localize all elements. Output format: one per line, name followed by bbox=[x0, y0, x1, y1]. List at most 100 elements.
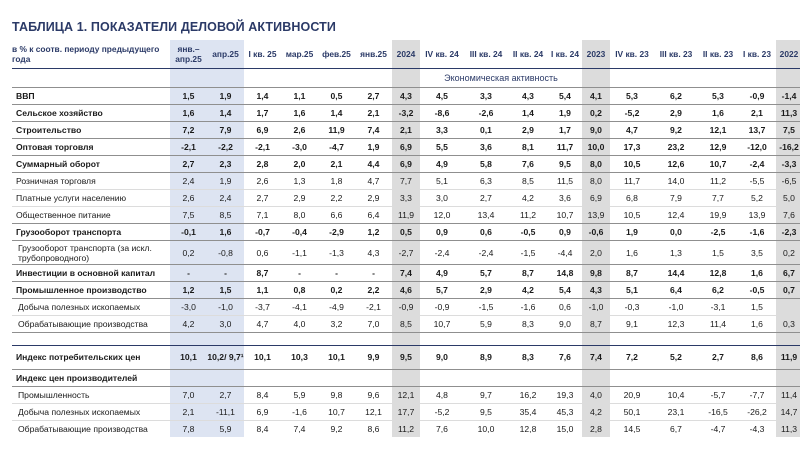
row-label: Промышленность bbox=[12, 386, 170, 404]
table-cell: 7,8 bbox=[170, 420, 207, 437]
table-cell: 8,7 bbox=[610, 264, 654, 282]
table-cell: 1,9 bbox=[207, 87, 244, 105]
table-cell: -2,4 bbox=[738, 155, 776, 173]
table-cell: 23,2 bbox=[654, 138, 698, 156]
table-row: Инвестиции в основной капитал - -8,7- - -7,4… bbox=[12, 264, 800, 282]
table-cell: 8,5 bbox=[392, 315, 420, 333]
table-cell: 12,4 bbox=[654, 206, 698, 224]
table-cell: 8,1 bbox=[508, 138, 548, 156]
table-cell: 4,0 bbox=[281, 315, 318, 333]
table-cell: 2,2 bbox=[318, 189, 355, 207]
table-cell: 4,2 bbox=[508, 189, 548, 207]
table-cell: 2,7 bbox=[698, 345, 738, 370]
table-cell: 0,5 bbox=[392, 223, 420, 241]
table-cell: 1,6 bbox=[207, 223, 244, 241]
table-cell bbox=[392, 369, 420, 387]
table-cell: 8,3 bbox=[508, 345, 548, 370]
table-row: Строительство 7,2 7,9 6,9 2,6 11,9 7,4 2,1 3,3 0,… bbox=[12, 121, 800, 139]
table-cell: -1,5 bbox=[464, 298, 508, 316]
table-cell: 1,9 bbox=[610, 223, 654, 241]
table-cell: 2,6 bbox=[244, 172, 281, 190]
table-cell bbox=[244, 369, 281, 387]
table-row: Индекс цен производителей bbox=[12, 369, 800, 387]
row-label: Индекс цен производителей bbox=[12, 369, 170, 387]
table-cell: 8,4 bbox=[244, 386, 281, 404]
table-cell: 8,7 bbox=[582, 315, 610, 333]
table-cell: -5,5 bbox=[738, 172, 776, 190]
table-cell: 5,7 bbox=[420, 281, 464, 299]
row-label: Грузооборот транспорта (за искл. трубопр… bbox=[12, 240, 170, 265]
table-cell: 35,4 bbox=[508, 403, 548, 421]
table-cell: 7,2 bbox=[610, 345, 654, 370]
table-row: Грузооборот транспорта -0,1 1,6 -0,7 -0,4 -2,… bbox=[12, 223, 800, 241]
table-cell: 5,4 bbox=[548, 281, 582, 299]
table-cell: 9,8 bbox=[582, 264, 610, 282]
table-cell: 2,4 bbox=[207, 189, 244, 207]
table-cell: 7,5 bbox=[170, 206, 207, 224]
section-title: Экономическая активность bbox=[420, 68, 582, 88]
table-cell: 5,0 bbox=[776, 189, 800, 207]
table-cell: 4,1 bbox=[582, 87, 610, 105]
row-label: Строительство bbox=[12, 121, 170, 139]
col-header: фев.25 bbox=[318, 40, 355, 69]
table-cell: 4,3 bbox=[355, 240, 392, 265]
table-cell: 9,8 bbox=[318, 386, 355, 404]
table-cell: 10,1 bbox=[170, 345, 207, 370]
table-cell: 0,6 bbox=[244, 240, 281, 265]
table-cell: 19,9 bbox=[698, 206, 738, 224]
table-cell: 5,2 bbox=[738, 189, 776, 207]
col-header: I кв. 25 bbox=[244, 40, 281, 69]
table-cell: 9,9 bbox=[355, 345, 392, 370]
table-cell: -2,9 bbox=[318, 223, 355, 241]
table-cell: -1,0 bbox=[582, 298, 610, 316]
table-row: Платные услуги населению 2,6 2,4 2,7 2,9 2,2 2… bbox=[12, 189, 800, 207]
col-header: 2024 bbox=[392, 40, 420, 69]
table-cell: 6,4 bbox=[355, 206, 392, 224]
table-cell: 5,1 bbox=[420, 172, 464, 190]
table-cell: 19,3 bbox=[548, 386, 582, 404]
table-cell: 8,9 bbox=[464, 345, 508, 370]
table-cell: 6,7 bbox=[776, 264, 800, 282]
row-label: Платные услуги населению bbox=[12, 189, 170, 207]
table-cell: -1,5 bbox=[508, 240, 548, 265]
table-cell: 5,4 bbox=[548, 87, 582, 105]
table-cell: 1,7 bbox=[244, 104, 281, 122]
table-cell: -0,1 bbox=[170, 223, 207, 241]
table-cell: 13,9 bbox=[738, 206, 776, 224]
table-row: Оптовая торговля -2,1 -2,2 -2,1 -3,0 -4,7 1,9 6… bbox=[12, 138, 800, 156]
table-cell: 2,4 bbox=[170, 172, 207, 190]
table-cell: -1,0 bbox=[654, 298, 698, 316]
table-cell: -0,5 bbox=[508, 223, 548, 241]
table-cell: 10,7 bbox=[698, 155, 738, 173]
table-cell: 6,6 bbox=[318, 206, 355, 224]
table-cell: 1,4 bbox=[508, 104, 548, 122]
table-cell: 2,8 bbox=[244, 155, 281, 173]
table-cell: 11,4 bbox=[698, 315, 738, 333]
table-cell: 2,1 bbox=[355, 104, 392, 122]
table-cell: 1,4 bbox=[318, 104, 355, 122]
table-cell: 8,7 bbox=[244, 264, 281, 282]
table-cell bbox=[420, 369, 464, 387]
table-body: Экономическая активность ВВП 1,5 1,9 1,4 1,1… bbox=[12, 68, 800, 437]
table-cell: -8,6 bbox=[420, 104, 464, 122]
table-cell: 8,6 bbox=[367, 423, 380, 434]
table-cell: -2,5 bbox=[698, 223, 738, 241]
col-header: мар.25 bbox=[281, 40, 318, 69]
table-cell: 2,9 bbox=[355, 189, 392, 207]
table-cell: 1,6 bbox=[738, 315, 776, 333]
col-header: III кв. 23 bbox=[654, 40, 698, 69]
table-cell: 4,7 bbox=[355, 172, 392, 190]
table-cell: 6,2 bbox=[654, 87, 698, 105]
table-cell bbox=[776, 369, 800, 387]
table-cell: 1,2 bbox=[355, 223, 392, 241]
row-label: Промышленное производство bbox=[12, 281, 170, 299]
business-activity-table: в % к соотв. периоду предыдущего года ян… bbox=[12, 40, 800, 437]
table-cell: 0,2 bbox=[776, 240, 800, 265]
col-header: III кв. 24 bbox=[464, 40, 508, 69]
table-cell: -0,3 bbox=[610, 298, 654, 316]
table-cell: 0,6 bbox=[548, 298, 582, 316]
table-cell: 11,9 bbox=[776, 345, 800, 370]
table-row: Добыча полезных ископаемых 2,1 -11,1 6,9 -1,… bbox=[12, 403, 800, 421]
table-row: Грузооборот транспорта (за искл. трубопр… bbox=[12, 240, 800, 265]
table-cell: 7,6 bbox=[776, 206, 800, 224]
